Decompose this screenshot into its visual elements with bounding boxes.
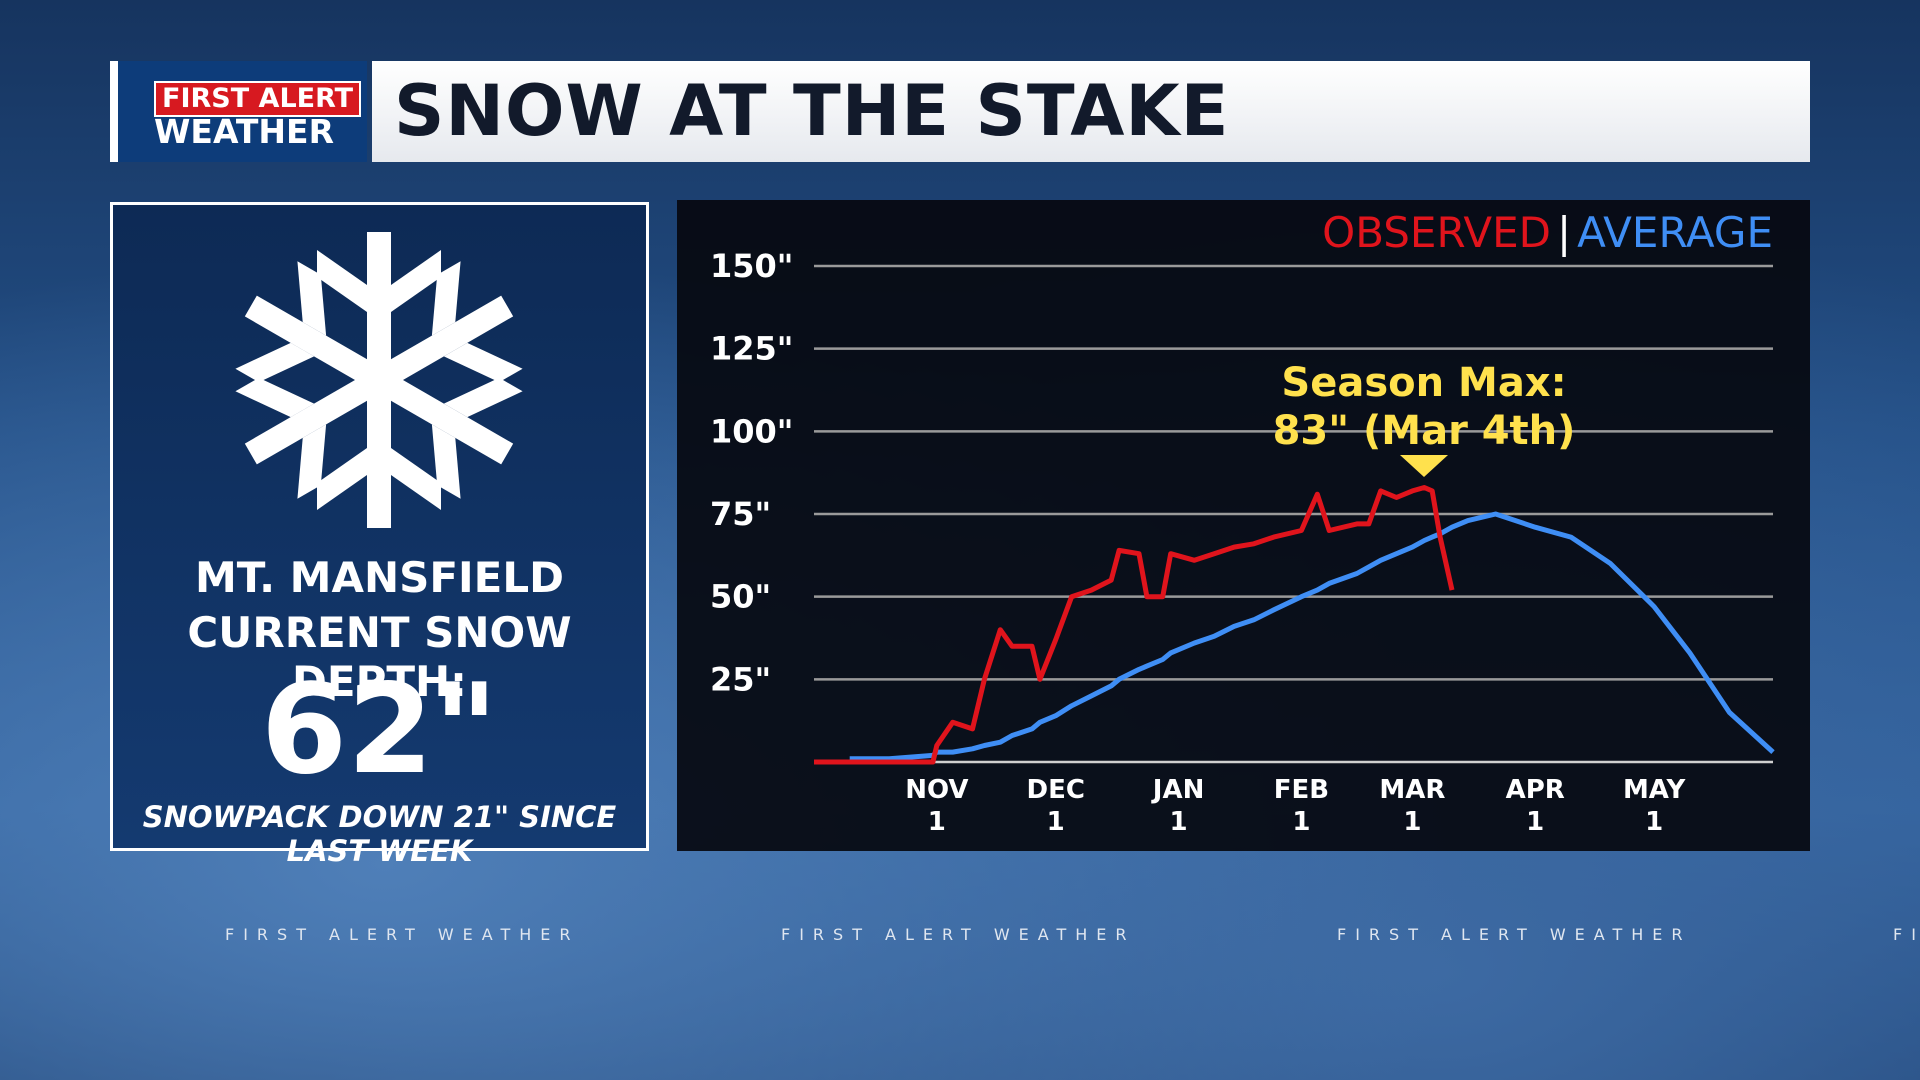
ticker-text: FIRST ALERT WEATHER [781,925,1136,944]
legend-entry: AVERAGE [1577,208,1773,257]
info-panel: MT. MANSFIELD CURRENT SNOW DEPTH: 62" SN… [110,202,649,868]
x-tick-label: MAY 1 [1622,775,1686,837]
title: SNOW AT THE STAKE [394,70,1230,152]
x-tick-label: FEB 1 [1273,775,1330,837]
y-tick-label: 100" [710,412,793,450]
y-tick-label: 50" [710,578,771,616]
depth-value: 62" [260,658,499,802]
ticker-text: FIRST ALERT WEATHER [1893,925,1920,944]
x-tick-label: MAR 1 [1379,775,1446,837]
title-bar: SNOW AT THE STAKE [372,61,1810,162]
depth-label: CURRENT SNOW DEPTH: [187,608,572,706]
annotation-arrow [1400,455,1448,477]
annotation: 83" (Mar 4th) [1273,408,1576,454]
legend-entry: OBSERVED [1322,208,1551,257]
data-line [849,511,1775,762]
data-line [814,485,1455,765]
y-tick-label: 75" [710,495,771,533]
location: MT. MANSFIELD [195,553,564,602]
x-tick-label: APR 1 [1505,775,1565,837]
y-tick-label: 125" [710,330,793,368]
x-tick-label: JAN 1 [1152,775,1205,837]
y-tick-label: 150" [710,247,793,285]
chart-panel [677,200,1810,851]
annotation: Season Max: [1281,360,1566,406]
logo-bottom: WEATHER [154,112,335,151]
legend: OBSERVED | AVERAGE [1322,208,1773,257]
ticker-text: FIRST ALERT WEATHER [225,925,580,944]
legend-separator: | [1557,208,1571,257]
logo-top: FIRST ALERT [154,81,362,117]
x-tick-label: NOV 1 [905,775,969,837]
snowflake-icon [229,232,529,528]
y-tick-label: 25" [710,660,771,698]
depth-note: SNOWPACK DOWN 21" SINCE LAST WEEK [142,800,617,868]
logo: FIRST ALERT WEATHER [110,61,367,162]
ticker-text: FIRST ALERT WEATHER [1337,925,1692,944]
x-tick-label: DEC 1 [1026,775,1085,837]
